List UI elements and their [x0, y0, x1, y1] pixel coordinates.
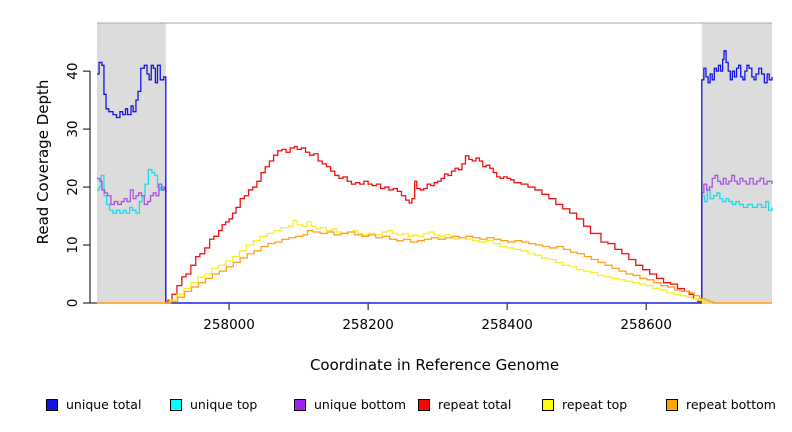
- series-unique-total: [97, 50, 773, 304]
- series-unique-top: [97, 169, 773, 304]
- legend-item-repeat-total: repeat total: [418, 397, 542, 412]
- legend-label: repeat bottom: [686, 397, 776, 412]
- y-tick-label: 40: [65, 63, 81, 80]
- legend-swatch-icon: [542, 398, 554, 411]
- x-tick-label: 258000: [203, 317, 255, 333]
- x-axis-title: Coordinate in Reference Genome: [309, 356, 560, 374]
- legend-label: unique top: [190, 397, 258, 412]
- legend-swatch-icon: [46, 398, 58, 411]
- y-tick-label: 0: [65, 299, 81, 308]
- y-tick-label: 30: [65, 120, 81, 137]
- legend-item-unique-total: unique total: [46, 397, 170, 412]
- legend-label: repeat top: [562, 397, 628, 412]
- legend-item-unique-top: unique top: [170, 397, 294, 412]
- legend-swatch-icon: [294, 398, 306, 411]
- y-tick-label: 20: [65, 178, 81, 195]
- legend-item-repeat-bottom: repeat bottom: [666, 397, 790, 412]
- shaded-region-right: [701, 23, 772, 303]
- plot-canvas: 258000 258200 258400 258600 0 10 20 30 40: [65, 22, 773, 333]
- x-tick-label: 258400: [481, 317, 533, 333]
- x-tick-label: 258600: [620, 317, 672, 333]
- legend-item-repeat-top: repeat top: [542, 397, 666, 412]
- series-repeat-top: [97, 219, 772, 304]
- legend-item-unique-bottom: unique bottom: [294, 397, 418, 412]
- x-tick-label: 258200: [342, 317, 394, 333]
- shaded-region-left: [97, 23, 166, 303]
- legend-swatch-icon: [170, 398, 182, 411]
- y-tick-label: 10: [65, 236, 81, 253]
- legend-swatch-icon: [666, 398, 678, 411]
- legend-label: unique total: [66, 397, 142, 412]
- legend-label: repeat total: [438, 397, 512, 412]
- legend-swatch-icon: [418, 398, 430, 411]
- series-repeat-bottom: [97, 229, 772, 304]
- series-repeat-total: [97, 145, 772, 304]
- legend-label: unique bottom: [314, 397, 407, 412]
- legend: unique total unique top unique bottom repea…: [46, 397, 790, 412]
